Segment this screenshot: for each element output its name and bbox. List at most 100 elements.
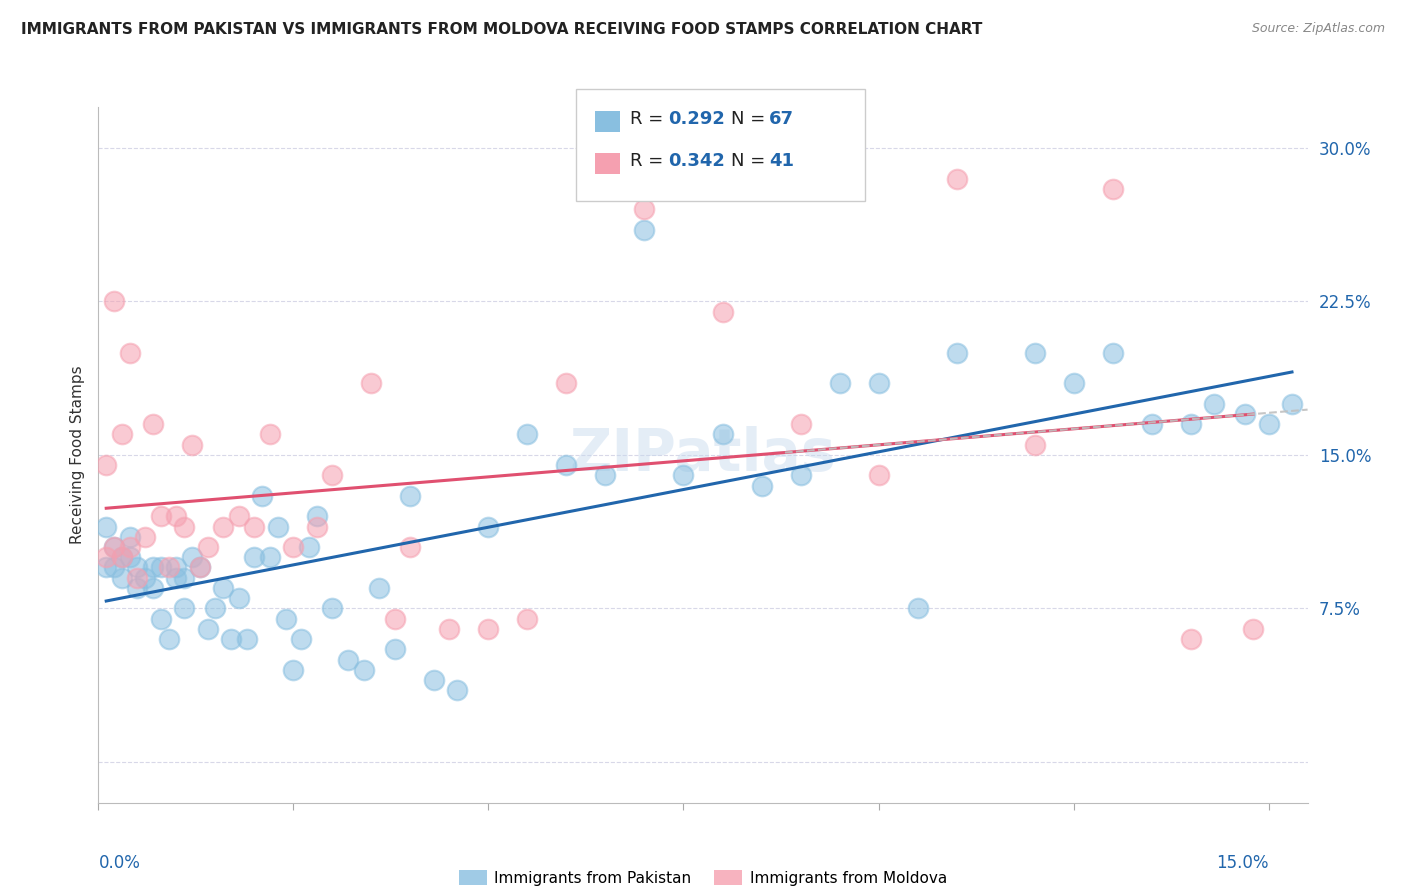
Point [235,632,257,646]
Point [243,519,266,533]
Point [1140,417,1163,432]
Text: R =: R = [630,110,669,128]
Legend: Immigrants from Pakistan, Immigrants from Moldova: Immigrants from Pakistan, Immigrants fro… [460,870,946,886]
Point [157,632,180,646]
Text: IMMIGRANTS FROM PAKISTAN VS IMMIGRANTS FROM MOLDOVA RECEIVING FOOD STAMPS CORREL: IMMIGRANTS FROM PAKISTAN VS IMMIGRANTS F… [21,22,983,37]
Point [868,468,890,483]
Point [118,540,141,554]
Y-axis label: Receiving Food Stamps: Receiving Food Stamps [69,366,84,544]
Point [118,345,141,359]
Point [274,612,297,626]
Point [711,304,734,318]
Point [633,202,655,217]
Text: Source: ZipAtlas.com: Source: ZipAtlas.com [1251,22,1385,36]
Point [243,550,266,565]
Point [212,519,235,533]
Text: N =: N = [731,110,770,128]
Point [1257,417,1279,432]
Point [173,601,195,615]
Point [595,468,617,483]
Point [516,427,538,442]
Point [181,550,204,565]
Point [219,632,242,646]
Point [127,581,149,595]
Point [173,519,195,533]
Point [423,673,446,687]
Point [360,376,382,391]
Text: R =: R = [630,152,669,169]
Point [1101,345,1123,359]
Point [134,530,156,544]
Point [945,345,967,359]
Point [789,468,811,483]
Point [96,458,118,472]
Point [321,468,343,483]
Point [477,519,499,533]
Point [165,560,187,574]
Point [1101,182,1123,196]
Point [127,571,149,585]
Point [751,478,773,492]
Point [305,519,328,533]
Point [103,540,125,554]
Point [96,550,118,565]
Point [134,571,156,585]
Point [188,560,211,574]
Point [142,417,165,432]
Point [212,581,235,595]
Point [149,509,172,524]
Point [477,622,499,636]
Point [399,489,422,503]
Point [204,601,226,615]
Point [1024,345,1046,359]
Point [149,612,172,626]
Point [96,560,118,574]
Point [173,571,195,585]
Text: 0.292: 0.292 [668,110,724,128]
Point [1180,632,1202,646]
Point [368,581,391,595]
Point [290,632,312,646]
Point [1063,376,1085,391]
Point [111,550,134,565]
Text: 0.342: 0.342 [668,152,724,169]
Point [384,642,406,657]
Point [142,581,165,595]
Point [149,560,172,574]
Point [96,519,118,533]
Point [1024,438,1046,452]
Point [1234,407,1257,421]
Point [439,622,461,636]
Point [283,663,305,677]
Point [353,663,375,677]
Point [337,652,360,666]
Point [633,223,655,237]
Point [321,601,343,615]
Point [118,530,141,544]
Point [399,540,422,554]
Point [103,560,125,574]
Point [127,560,149,574]
Point [672,468,695,483]
Point [1202,397,1225,411]
Point [157,560,180,574]
Point [197,622,219,636]
Text: 67: 67 [769,110,794,128]
Point [1281,397,1303,411]
Point [228,509,250,524]
Point [259,550,281,565]
Point [305,509,328,524]
Point [267,519,290,533]
Point [1180,417,1202,432]
Point [711,427,734,442]
Point [103,294,125,309]
Point [868,376,890,391]
Point [103,540,125,554]
Point [111,550,134,565]
Point [197,540,219,554]
Point [165,509,187,524]
Text: ZIPatlas: ZIPatlas [569,426,837,483]
Point [828,376,851,391]
Point [446,683,468,698]
Point [259,427,281,442]
